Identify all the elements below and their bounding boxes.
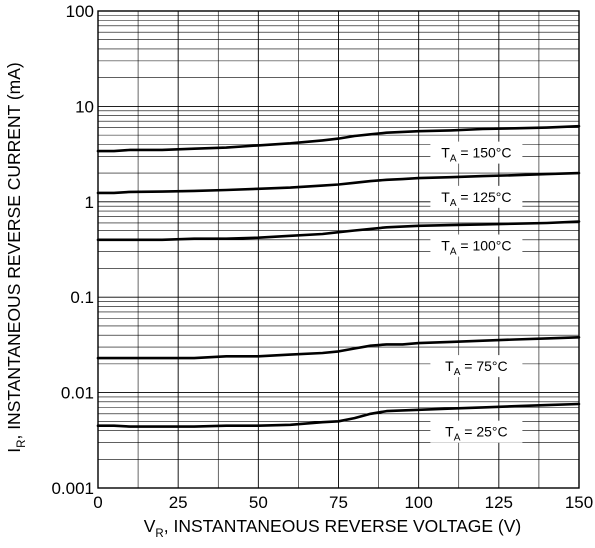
x-axis-symbol: V bbox=[144, 516, 156, 536]
series-label-symbol: T bbox=[441, 145, 450, 161]
series-label-symbol: T bbox=[445, 358, 454, 374]
series-label-symbol: T bbox=[441, 237, 450, 253]
y-axis-title: IR, INSTANTANEOUS REVERSE CURRENT (mA) bbox=[4, 62, 28, 452]
series-label-text: = 125°C bbox=[456, 189, 511, 205]
series-label-symbol: T bbox=[445, 424, 454, 440]
y-tick-label: 10 bbox=[75, 97, 94, 116]
y-axis-subscript: R bbox=[16, 440, 28, 448]
y-tick-label: 0.1 bbox=[70, 288, 94, 307]
series-label-subscript: A bbox=[454, 433, 461, 444]
series-label-text: = 100°C bbox=[456, 237, 511, 253]
series-line-3 bbox=[96, 335, 581, 360]
series-label-1: TA = 125°C bbox=[441, 189, 511, 209]
y-tick-label: 100 bbox=[66, 2, 94, 21]
series-label-symbol: T bbox=[441, 189, 450, 205]
series-label-bg-3 bbox=[430, 355, 523, 378]
y-tick-label: 0.01 bbox=[61, 384, 94, 403]
series-label-subscript: A bbox=[450, 154, 457, 165]
series-label-2: TA = 100°C bbox=[441, 237, 511, 257]
x-tick-label: 0 bbox=[93, 493, 102, 512]
plot-frame bbox=[97, 10, 580, 489]
series-line-1 bbox=[96, 171, 581, 195]
x-tick-labels: 0 25 50 75 100 125 150 bbox=[93, 493, 593, 512]
series-label-subscript: A bbox=[454, 367, 461, 378]
series-label-text: = 75°C bbox=[460, 358, 507, 374]
series-line-4 bbox=[96, 402, 581, 428]
x-tick-label: 75 bbox=[329, 493, 348, 512]
series-label-text: = 25°C bbox=[460, 424, 507, 440]
series-label-bg-4 bbox=[430, 420, 523, 443]
series-label-bg-1 bbox=[430, 185, 523, 208]
y-tick-label: 1 bbox=[85, 193, 94, 212]
y-axis-symbol: I bbox=[4, 448, 24, 453]
series-label-3: TA = 75°C bbox=[445, 358, 507, 378]
series-line-2 bbox=[96, 220, 581, 242]
x-axis-title: VR, INSTANTANEOUS REVERSE VOLTAGE (V) bbox=[144, 516, 522, 540]
y-axis-text: , INSTANTANEOUS REVERSE CURRENT (mA) bbox=[4, 62, 24, 439]
series-label-bg-0 bbox=[430, 141, 523, 164]
x-axis-text: , INSTANTANEOUS REVERSE VOLTAGE (V) bbox=[164, 516, 522, 536]
x-tick-label: 100 bbox=[404, 493, 432, 512]
series-lines bbox=[96, 124, 581, 428]
x-axis-subscript: R bbox=[155, 528, 163, 540]
series-label-subscript: A bbox=[450, 198, 457, 209]
series-label-subscript: A bbox=[450, 246, 457, 257]
series-labels: TA = 150°CTA = 125°CTA = 100°CTA = 75°CT… bbox=[430, 141, 523, 444]
y-tick-label: 0.001 bbox=[51, 479, 94, 498]
series-label-4: TA = 25°C bbox=[445, 424, 507, 444]
series-label-bg-2 bbox=[430, 234, 523, 257]
y-tick-labels: 0.001 0.01 0.1 1 10 100 bbox=[51, 2, 94, 498]
x-tick-label: 150 bbox=[565, 493, 593, 512]
series-label-text: = 150°C bbox=[456, 145, 511, 161]
x-tick-label: 50 bbox=[249, 493, 268, 512]
x-tick-label: 125 bbox=[485, 493, 513, 512]
series-label-0: TA = 150°C bbox=[441, 145, 511, 165]
series-line-0 bbox=[96, 124, 581, 153]
x-tick-label: 25 bbox=[169, 493, 188, 512]
